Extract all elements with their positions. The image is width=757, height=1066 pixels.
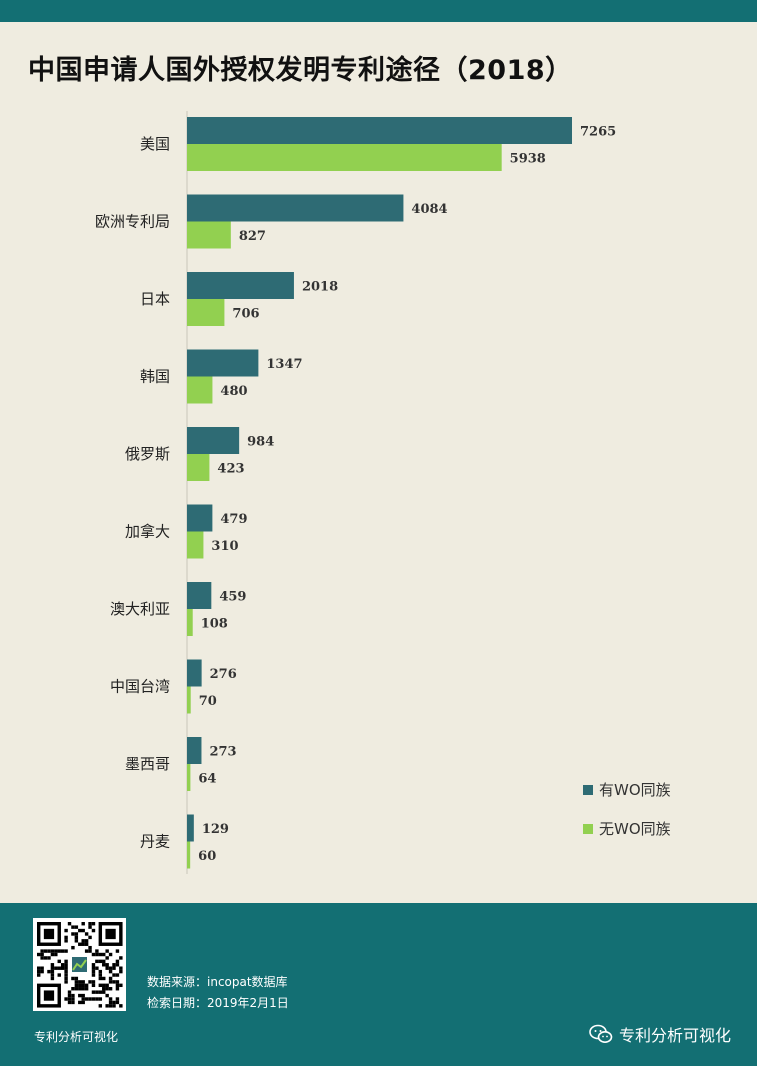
category-label: 加拿大 — [125, 523, 170, 541]
data-label: 984 — [247, 435, 274, 450]
bar-with-wo — [187, 194, 404, 222]
bar-without-wo — [187, 609, 193, 636]
bar-chart: 美国 7265 5938 欧洲专利局 4084 827 日本 2018 706 韩国 1347 480… — [95, 111, 671, 874]
bar-without-wo — [187, 764, 191, 791]
qr-caption: 专利分析可视化 — [34, 1030, 119, 1044]
legend-label: 无WO同族 — [599, 820, 671, 838]
search-date-line: 检索日期：2019年2月1日 — [147, 996, 289, 1010]
category-label: 墨西哥 — [125, 755, 170, 773]
category-label: 中国台湾 — [110, 678, 170, 696]
data-source-line: 数据来源：incopat数据库 — [147, 975, 288, 989]
bar-with-wo — [187, 349, 259, 377]
top-band — [0, 0, 757, 22]
category-label: 美国 — [140, 135, 170, 153]
category-label: 日本 — [140, 290, 170, 308]
bar-without-wo — [187, 454, 210, 481]
data-label: 423 — [217, 462, 244, 477]
bar-with-wo — [187, 427, 240, 454]
bar-with-wo — [187, 117, 572, 144]
wechat-icon — [589, 1024, 613, 1043]
data-label: 479 — [220, 512, 247, 527]
data-label: 5938 — [510, 152, 546, 167]
bar-without-wo — [187, 841, 191, 869]
data-label: 273 — [209, 745, 236, 760]
bar-without-wo — [187, 376, 213, 404]
bar-without-wo — [187, 531, 204, 559]
bar-with-wo — [187, 272, 294, 299]
category-label: 韩国 — [140, 368, 170, 386]
data-label: 310 — [211, 539, 238, 554]
data-label: 827 — [239, 229, 266, 244]
data-label: 108 — [201, 617, 228, 632]
legend-swatch-without-wo — [583, 824, 593, 834]
data-label: 459 — [219, 590, 246, 605]
category-label: 欧洲专利局 — [95, 213, 170, 231]
bar-without-wo — [187, 221, 231, 249]
data-label: 64 — [198, 772, 216, 787]
category-label: 俄罗斯 — [125, 445, 170, 463]
data-label: 7265 — [580, 125, 616, 140]
data-source-block: 数据来源：incopat数据库 检索日期：2019年2月1日 — [147, 972, 289, 1014]
qr-code-image — [33, 918, 126, 1011]
bar-with-wo — [187, 504, 213, 532]
bar-with-wo — [187, 814, 194, 842]
bar-with-wo — [187, 659, 202, 687]
bar-with-wo — [187, 737, 202, 764]
bar-without-wo — [187, 686, 191, 714]
data-label: 1347 — [266, 357, 302, 372]
qr-code-pattern — [37, 922, 123, 1008]
data-label: 480 — [220, 384, 247, 399]
category-label: 丹麦 — [140, 833, 170, 851]
data-label: 2018 — [302, 280, 338, 295]
data-label: 70 — [199, 694, 217, 709]
bar-without-wo — [187, 144, 502, 171]
footer-band — [0, 903, 757, 1066]
data-label: 129 — [202, 822, 229, 837]
data-label: 706 — [232, 307, 259, 322]
data-label: 60 — [198, 849, 216, 864]
brand-label: 专利分析可视化 — [618, 1026, 731, 1045]
bar-with-wo — [187, 582, 212, 609]
legend-label: 有WO同族 — [599, 781, 671, 799]
bar-without-wo — [187, 299, 225, 326]
category-label: 澳大利亚 — [110, 600, 170, 618]
legend-swatch-with-wo — [583, 785, 593, 795]
data-label: 4084 — [411, 202, 447, 217]
page-title: 中国申请人国外授权发明专利途径（2018） — [28, 55, 573, 86]
data-label: 276 — [210, 667, 237, 682]
brand-signature: 专利分析可视化 — [589, 1022, 731, 1046]
